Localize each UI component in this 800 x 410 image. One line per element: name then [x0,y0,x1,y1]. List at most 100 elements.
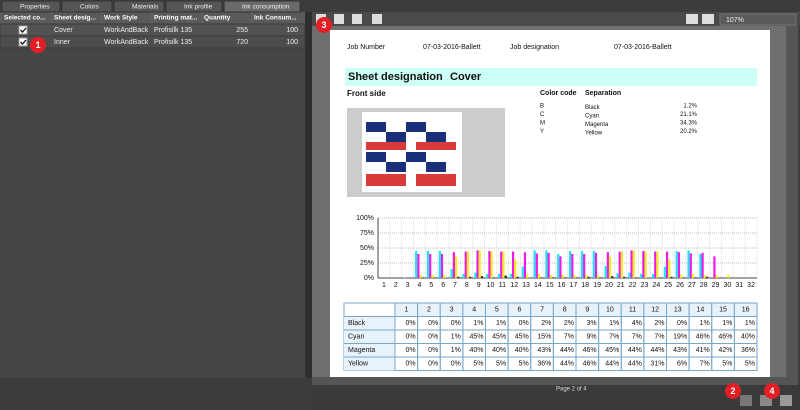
cell-value: 1% [473,320,483,327]
bar [687,250,689,278]
cell-value: 1% [722,320,732,327]
material: Profisilk 135 [154,27,192,34]
bar [538,274,540,278]
cell-value: 44% [628,347,642,354]
cell-value: 5% [745,361,755,368]
bar [706,277,708,278]
bar [431,275,433,278]
checkbox[interactable] [19,26,27,34]
cell-value: 0% [406,361,416,368]
cell-value: 40% [492,347,506,354]
ink-consumption: 100 [286,39,298,46]
column-header: Selected co... [4,15,46,22]
bar [491,252,493,278]
cell-value: 45% [515,334,529,341]
column-header: 16 [742,307,750,314]
cell-value: 2% [541,320,551,327]
x-tick-label: 18 [581,282,589,289]
cell-value: 31% [650,361,664,368]
bar [488,251,490,278]
x-tick-label: 25 [664,282,672,289]
cell-value: 7% [632,334,642,341]
color-code-header: Color code [540,90,577,97]
bar [576,277,578,278]
x-tick-label: 7 [453,282,457,289]
bar [569,251,571,278]
bar [583,254,585,278]
bar [585,275,587,278]
column-header: 9 [585,307,589,314]
cell-value: 9% [587,334,597,341]
quantity: 255 [236,27,248,34]
bar [704,275,706,278]
bar [564,277,566,278]
last-page-button[interactable] [372,14,382,24]
x-tick-label: 11 [499,282,506,289]
bar [433,277,435,278]
bar [429,254,431,278]
cell-value: 0% [677,320,687,327]
save-button[interactable] [780,395,792,406]
refresh-button[interactable] [740,395,752,406]
bar [540,277,542,278]
x-tick-label: 28 [700,282,708,289]
bar [552,277,554,278]
column-header: 13 [674,307,682,314]
bar [727,275,729,278]
zoom-in-button[interactable] [702,14,714,24]
bar [403,277,405,278]
bar [457,277,459,278]
separation-header: Separation [585,90,621,97]
bar [505,276,507,278]
bar [678,252,680,278]
cell-value: 1% [745,320,755,327]
column-header: Ink Consum... [254,15,297,22]
x-tick-label: 6 [441,282,445,289]
color-name: Magenta [585,122,609,128]
bar [619,252,621,278]
horizontal-scrollbar[interactable] [312,377,798,385]
vertical-scrollbar[interactable] [786,26,798,377]
bar [581,251,583,278]
bar [453,252,455,278]
splitter [305,12,312,378]
bar [533,250,535,278]
bar [664,267,666,278]
cell-value: 36% [537,361,551,368]
bar [656,252,658,278]
y-tick-label: 50% [360,245,374,252]
y-tick-label: 75% [360,230,374,237]
table-row[interactable] [0,24,305,36]
row-header: Yellow [348,361,369,368]
cell-value: 5% [519,361,529,368]
checkbox[interactable] [19,38,27,46]
column-header: Sheet desig... [54,15,96,22]
bar [415,251,417,278]
cell-value: 43% [537,347,551,354]
bar [630,250,632,278]
x-tick-label: 23 [641,282,649,289]
bar [422,277,424,278]
bar [469,277,471,278]
bar [493,277,495,278]
x-tick-label: 29 [712,282,720,289]
bar [682,277,684,278]
bar [652,274,654,278]
bar [597,275,599,278]
column-header: 2 [427,307,431,314]
x-tick-label: 15 [546,282,554,289]
zoom-out-button[interactable] [686,14,698,24]
color-code: Y [540,129,544,135]
prev-page-button[interactable] [334,14,344,24]
color-coverage: 20.2% [680,129,698,135]
bar [690,253,692,278]
next-page-button[interactable] [352,14,362,24]
cell-value: 5% [722,361,732,368]
y-tick-label: 100% [356,215,374,222]
bar [498,274,500,278]
cell-value: 45% [492,334,506,341]
bar [451,269,453,278]
cell-value: 0% [428,320,438,327]
